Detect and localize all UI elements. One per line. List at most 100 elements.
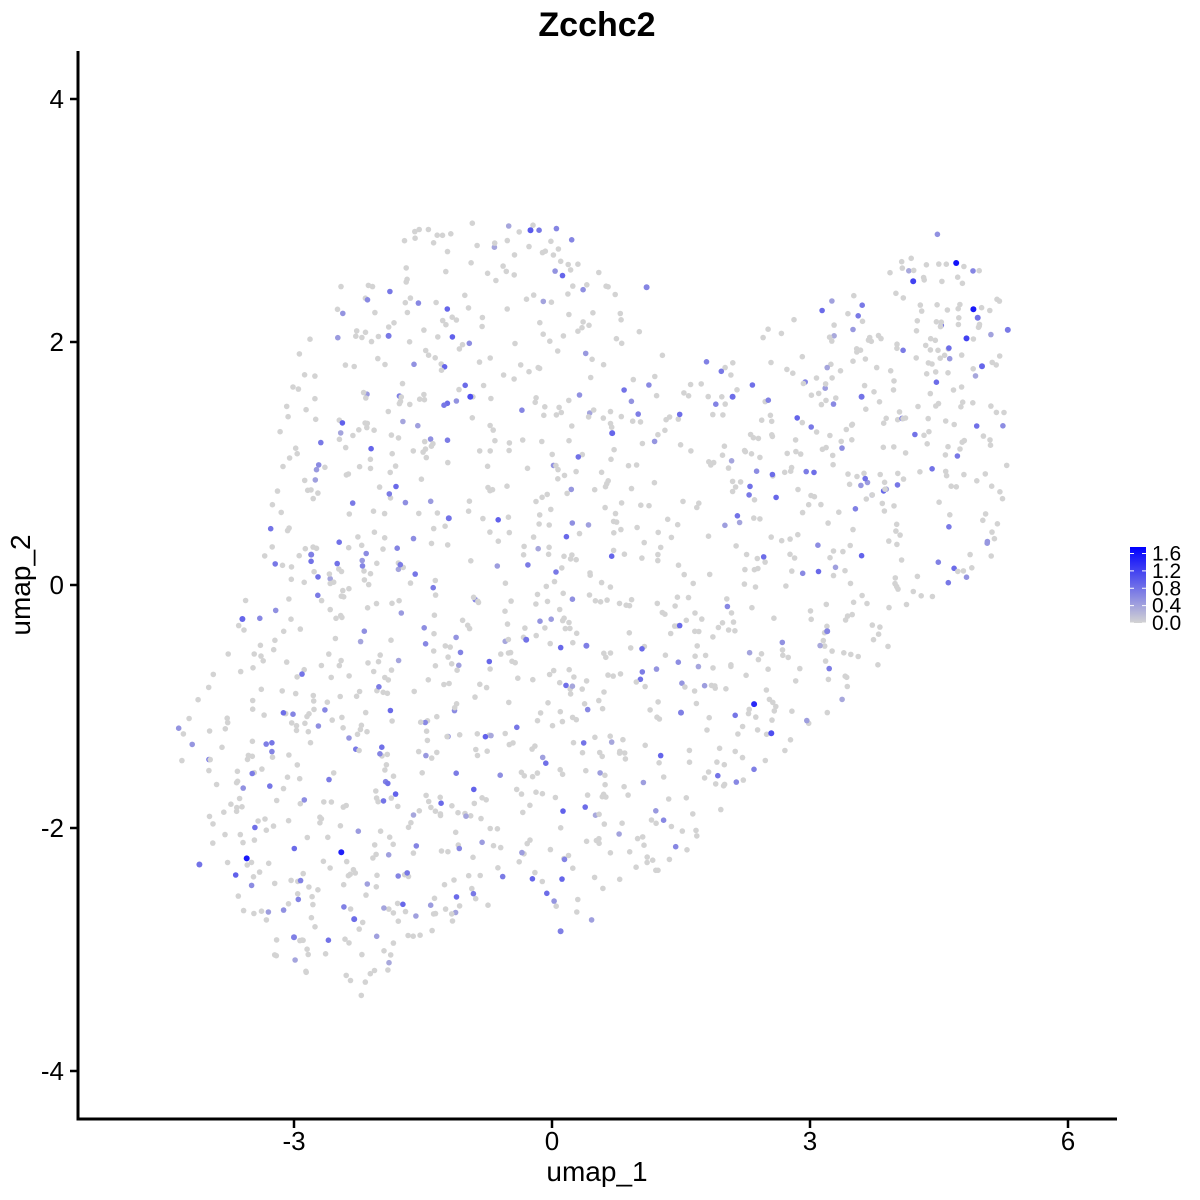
cell-point (497, 844, 504, 851)
cell-point (668, 823, 675, 830)
cell-point (627, 645, 634, 651)
cell-point (441, 681, 447, 688)
cell-point (417, 719, 424, 725)
cell-point (405, 932, 411, 939)
cell-point (794, 415, 800, 421)
cell-point (951, 565, 957, 572)
cell-point (827, 432, 833, 439)
cell-point (291, 845, 298, 852)
cell-point (970, 268, 976, 274)
cell-point (423, 728, 430, 734)
cell-point (732, 484, 739, 490)
cell-point (629, 418, 636, 425)
cell-point (691, 688, 698, 694)
cell-point (445, 459, 451, 466)
cell-point (659, 352, 666, 359)
cell-point (989, 529, 995, 535)
cell-point (280, 463, 286, 470)
cell-point (470, 854, 476, 861)
cell-point (993, 362, 999, 368)
cell-point (861, 382, 868, 389)
cell-point (330, 770, 337, 776)
cell-point (722, 522, 728, 529)
cell-point (702, 652, 709, 659)
cell-point (640, 779, 647, 786)
cell-point (575, 261, 581, 268)
cell-point (659, 609, 666, 616)
cell-point (359, 951, 365, 958)
cell-point (933, 319, 940, 325)
cell-point (643, 284, 650, 291)
cell-point (765, 666, 771, 672)
cell-point (465, 872, 472, 879)
cell-point (644, 859, 650, 866)
cell-point (789, 568, 795, 574)
cell-point (653, 808, 659, 814)
cell-point (390, 773, 397, 779)
cell-point (784, 450, 790, 457)
cell-point (237, 831, 244, 838)
cell-point (913, 355, 919, 361)
cell-point (869, 492, 876, 498)
cell-point (411, 361, 417, 368)
cell-point (412, 571, 419, 577)
cell-point (273, 937, 280, 943)
cell-point (475, 599, 482, 606)
cell-point (343, 972, 350, 979)
cell-point (695, 663, 702, 670)
cell-point (469, 220, 476, 226)
cell-point (416, 808, 423, 814)
cell-point (961, 263, 967, 270)
cell-point (240, 907, 247, 914)
cell-point (737, 479, 744, 485)
cell-point (269, 740, 275, 746)
cell-point (933, 403, 939, 409)
cell-point (837, 368, 844, 374)
cell-point (362, 709, 369, 716)
cell-point (830, 548, 837, 554)
cell-point (432, 592, 439, 598)
cell-point (375, 658, 382, 665)
cell-point (388, 637, 394, 643)
cell-point (639, 646, 645, 652)
cell-point (449, 803, 455, 809)
cell-point (505, 636, 512, 643)
cell-point (683, 795, 690, 801)
cell-point (445, 515, 452, 522)
cell-point (520, 552, 527, 558)
cell-point (479, 314, 486, 321)
cell-point (356, 463, 363, 470)
cell-point (617, 671, 624, 677)
cell-point (566, 437, 572, 444)
cell-point (442, 523, 448, 529)
cell-point (557, 825, 564, 831)
cell-point (346, 511, 353, 517)
cell-point (424, 737, 431, 744)
cell-point (325, 834, 331, 841)
cell-point (336, 539, 343, 545)
cell-point (381, 905, 387, 911)
cell-point (291, 934, 297, 941)
cell-point (542, 404, 548, 410)
cell-point (557, 258, 564, 265)
cell-point (196, 861, 203, 868)
cell-point (680, 498, 686, 505)
cell-point (592, 734, 598, 741)
cell-point (714, 759, 720, 765)
cell-point (195, 696, 201, 703)
cell-point (421, 438, 428, 445)
cell-point (568, 486, 575, 493)
cell-point (557, 766, 563, 773)
cell-point (651, 479, 658, 486)
cell-point (514, 724, 520, 731)
cell-point (371, 529, 378, 535)
cell-point (763, 731, 770, 738)
cell-point (459, 341, 466, 348)
cell-point (642, 742, 648, 749)
cell-point (569, 520, 576, 526)
cell-point (741, 581, 748, 587)
cell-point (485, 484, 491, 491)
cell-point (660, 817, 667, 823)
cell-point (371, 967, 378, 974)
y-tick-label: -2 (41, 813, 64, 843)
